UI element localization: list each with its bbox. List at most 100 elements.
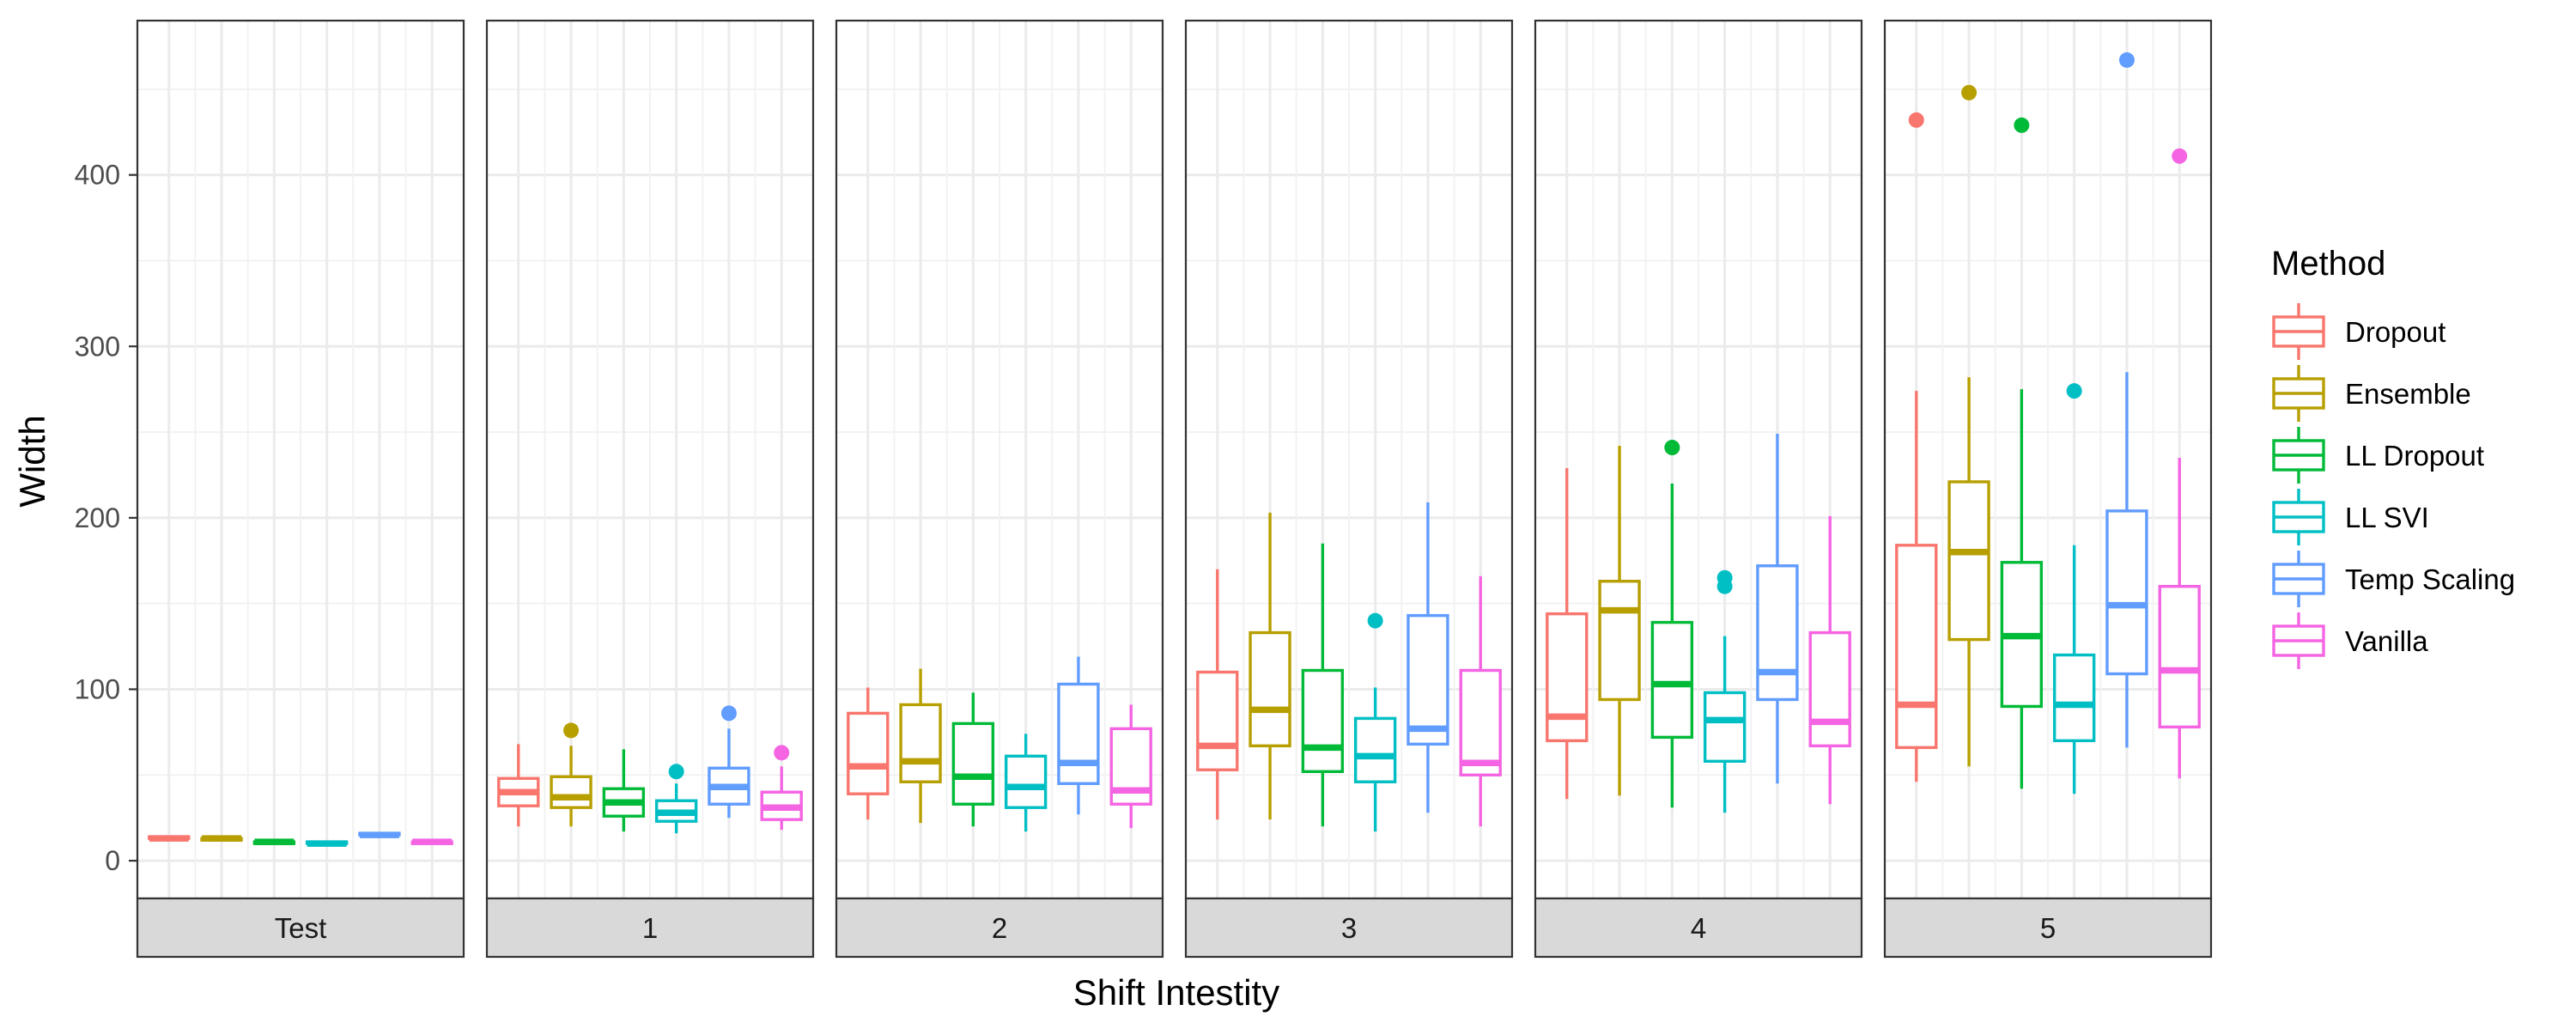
box-temp-scaling-2 bbox=[1057, 656, 1100, 815]
box-ll-svi-test bbox=[305, 840, 349, 847]
y-axis-title: Width bbox=[12, 415, 52, 507]
box-ll-svi-1 bbox=[654, 764, 698, 834]
box-body bbox=[1895, 544, 1938, 750]
box-body bbox=[899, 703, 942, 783]
box-body bbox=[1808, 630, 1851, 748]
legend-item-dropout: Dropout bbox=[2271, 302, 2445, 361]
box-ll-svi-5 bbox=[2052, 383, 2096, 795]
box-ensemble-test bbox=[200, 835, 243, 842]
strip-label: 4 bbox=[1691, 912, 1706, 944]
box-body bbox=[1756, 564, 1799, 702]
box-temp-scaling-4 bbox=[1756, 434, 1799, 784]
box-body bbox=[550, 775, 592, 809]
box-ll-dropout-5 bbox=[2000, 117, 2044, 789]
facet-strip-2: 2 bbox=[835, 897, 1164, 959]
box-body bbox=[1598, 580, 1641, 702]
box-ll-dropout-1 bbox=[602, 749, 646, 832]
box-dropout-5 bbox=[1895, 112, 1938, 782]
strip-label: 1 bbox=[642, 912, 658, 944]
box-body bbox=[1650, 620, 1694, 740]
box-ll-svi-2 bbox=[1004, 734, 1048, 832]
box-vanilla-5 bbox=[2158, 148, 2201, 779]
strip-label: 5 bbox=[2040, 912, 2056, 944]
box-ensemble-1 bbox=[550, 722, 592, 827]
strip-label: Test bbox=[275, 912, 327, 944]
strip-background bbox=[1883, 897, 2213, 959]
outlier-point bbox=[1367, 612, 1383, 629]
box-body bbox=[1546, 612, 1589, 743]
legend-item-ll-dropout: LL Dropout bbox=[2271, 426, 2484, 484]
legend-label: LL SVI bbox=[2345, 502, 2429, 533]
box-body bbox=[1301, 668, 1345, 773]
box-vanilla-4 bbox=[1808, 515, 1851, 805]
legend-label: Vanilla bbox=[2345, 625, 2428, 657]
facet-strip-1: 1 bbox=[485, 897, 815, 959]
strip-label: 2 bbox=[992, 912, 1007, 944]
facet-strip-3: 3 bbox=[1184, 897, 1514, 959]
y-axis: 0 100 200 300 400 bbox=[75, 160, 137, 876]
facet-strip-5: 5 bbox=[1883, 897, 2213, 959]
box-temp-scaling-5 bbox=[2105, 52, 2148, 748]
facet-strips: Test 1 2 3 4 5 bbox=[136, 897, 2213, 959]
y-tick-label: 300 bbox=[75, 331, 120, 362]
legend-item-ensemble: Ensemble bbox=[2271, 364, 2471, 423]
strip-background bbox=[485, 897, 815, 959]
outlier-point bbox=[668, 764, 684, 780]
grid-layer bbox=[137, 21, 2211, 898]
box-body bbox=[1249, 630, 1291, 748]
box-body bbox=[2105, 509, 2148, 676]
box-body bbox=[1459, 668, 1502, 776]
outlier-point bbox=[1716, 569, 1733, 586]
box-ensemble-5 bbox=[1947, 84, 1990, 767]
legend-label: Temp Scaling bbox=[2345, 563, 2515, 595]
box-ll-dropout-test bbox=[252, 838, 296, 845]
legend-item-ll-svi: LL SVI bbox=[2271, 488, 2429, 546]
box-body bbox=[1057, 682, 1100, 785]
box-vanilla-3 bbox=[1459, 575, 1502, 827]
box-ensemble-2 bbox=[899, 668, 942, 824]
y-tick-label: 0 bbox=[105, 845, 120, 876]
outlier-point bbox=[2014, 117, 2030, 133]
box-body bbox=[847, 711, 890, 795]
box-body bbox=[1947, 480, 1990, 642]
outlier-point bbox=[720, 705, 737, 721]
legend-item-vanilla: Vanilla bbox=[2271, 612, 2428, 670]
legend-item-temp-scaling: Temp Scaling bbox=[2271, 550, 2515, 608]
box-dropout-test bbox=[148, 835, 191, 842]
box-body bbox=[1353, 716, 1397, 783]
box-temp-scaling-test bbox=[358, 831, 401, 838]
legend: Method Dropout Ensemble LL Dropout LL SVI Te… bbox=[2271, 245, 2515, 670]
box-dropout-2 bbox=[847, 687, 890, 820]
legend-title: Method bbox=[2271, 245, 2385, 283]
facet-strip-test: Test bbox=[136, 897, 465, 959]
facet-strip-4: 4 bbox=[1534, 897, 1863, 959]
outlier-point bbox=[2066, 383, 2082, 399]
box-vanilla-test bbox=[410, 838, 453, 845]
box-temp-scaling-3 bbox=[1406, 502, 1449, 813]
box-dropout-4 bbox=[1546, 467, 1589, 800]
strip-label: 3 bbox=[1341, 912, 1357, 944]
box-ll-svi-4 bbox=[1703, 569, 1747, 813]
legend-label: Ensemble bbox=[2345, 378, 2471, 410]
box-vanilla-2 bbox=[1109, 704, 1152, 829]
strip-background bbox=[835, 897, 1164, 959]
box-ll-dropout-2 bbox=[951, 692, 995, 827]
boxes-layer bbox=[148, 52, 2201, 847]
y-tick-label: 200 bbox=[75, 502, 120, 533]
box-body bbox=[2052, 653, 2096, 743]
box-ll-dropout-3 bbox=[1301, 543, 1345, 827]
box-body bbox=[1406, 613, 1449, 746]
box-body bbox=[951, 721, 995, 806]
strip-background bbox=[1534, 897, 1863, 959]
box-ll-svi-3 bbox=[1353, 612, 1397, 832]
strip-background bbox=[1184, 897, 1514, 959]
box-ensemble-4 bbox=[1598, 446, 1641, 796]
box-ll-dropout-4 bbox=[1650, 440, 1694, 808]
outlier-point bbox=[1664, 440, 1680, 456]
outlier-point bbox=[1908, 112, 1924, 128]
outlier-point bbox=[2118, 52, 2135, 68]
box-dropout-1 bbox=[497, 744, 540, 827]
y-tick-label: 400 bbox=[75, 160, 120, 191]
